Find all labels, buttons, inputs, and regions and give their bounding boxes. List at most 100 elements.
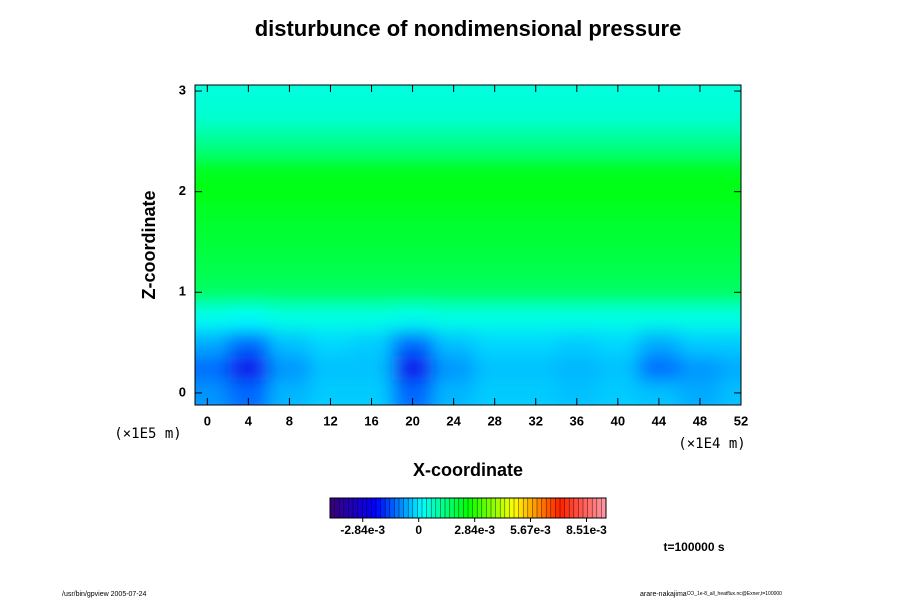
- field-cell: [556, 128, 598, 155]
- field-cell: [227, 355, 270, 381]
- field-cell: [638, 304, 680, 331]
- field-cell: [638, 279, 680, 306]
- footer-right: arare-nakajimaCO_1e-8_all_heatflux.nc@Ex…: [640, 591, 782, 598]
- colorbar-swatch: [569, 498, 575, 518]
- field-cell: [392, 204, 434, 230]
- field-cell: [515, 254, 557, 281]
- colorbar-swatch: [403, 498, 409, 518]
- field-cell: [268, 304, 311, 331]
- field-cell: [474, 304, 516, 331]
- field-cell: [227, 279, 270, 306]
- time-label: t=100000 s: [663, 540, 724, 554]
- colorbar-swatch: [440, 498, 446, 518]
- colorbar-swatch: [532, 498, 538, 518]
- x-tick-label: 12: [323, 413, 337, 428]
- field-cell: [392, 330, 434, 356]
- field-cell: [195, 330, 229, 356]
- colorbar-swatch: [371, 498, 377, 518]
- field-cell: [227, 153, 270, 180]
- colorbar-swatch: [431, 498, 437, 518]
- field-cell: [679, 279, 721, 306]
- colorbar-swatch: [376, 498, 381, 518]
- x-tick-label: 48: [693, 413, 707, 428]
- field-cell: [268, 85, 311, 105]
- field-cell: [309, 229, 352, 256]
- field-cell: [597, 254, 639, 281]
- field-cell: [720, 179, 741, 205]
- field-cell: [433, 304, 475, 331]
- field-cell: [720, 204, 741, 230]
- field-cell: [515, 304, 557, 331]
- colorbar-swatch: [509, 498, 515, 518]
- field-cell: [268, 179, 311, 205]
- field-cell: [597, 279, 639, 306]
- field-cell: [227, 254, 270, 281]
- field-cell: [433, 103, 475, 130]
- field-cell: [679, 85, 721, 105]
- field-cell: [474, 85, 516, 105]
- field-cell: [195, 380, 229, 405]
- field-cell: [392, 254, 434, 281]
- colorbar-swatch: [435, 498, 441, 518]
- field-cell: [227, 229, 270, 256]
- colorbar-swatch: [518, 498, 524, 518]
- y-tick-label: 3: [179, 82, 186, 97]
- field-cell: [392, 85, 434, 105]
- field-cell: [268, 229, 311, 256]
- field-cell: [474, 153, 516, 180]
- field-cell: [309, 204, 352, 230]
- colorbar-swatch: [592, 498, 598, 518]
- field-cell: [556, 229, 598, 256]
- colorbar-tick-label: 8.51e-3: [566, 523, 607, 537]
- field-cell: [227, 103, 270, 130]
- field-cell: [195, 204, 229, 230]
- colorbar-swatch: [472, 498, 478, 518]
- field-cell: [474, 355, 516, 381]
- y-tick-label: 2: [179, 183, 186, 198]
- field-cell: [720, 330, 741, 356]
- field-cell: [268, 153, 311, 180]
- field-cell: [597, 355, 639, 381]
- colorbar-swatch: [426, 498, 432, 518]
- field-cell: [268, 103, 311, 130]
- colorbar-swatch: [587, 498, 593, 518]
- field-cell: [720, 85, 741, 105]
- colorbar-swatch: [583, 498, 588, 518]
- field-cell: [433, 254, 475, 281]
- field-cell: [195, 103, 229, 130]
- field-cell: [195, 355, 229, 381]
- colorbar-swatch: [537, 498, 542, 518]
- field-cell: [720, 279, 741, 306]
- field-cell: [351, 128, 393, 155]
- colorbar-tick-label: -2.84e-3: [340, 523, 385, 537]
- field-cell: [268, 204, 311, 230]
- field-cell: [720, 380, 741, 405]
- field-cell: [597, 128, 639, 155]
- x-tick-label: 4: [245, 413, 253, 428]
- colorbar-swatch: [389, 498, 395, 518]
- colorbar-swatch: [385, 498, 391, 518]
- field-cell: [309, 330, 352, 356]
- y-axis-label: Z-coordinate: [139, 190, 159, 299]
- field-cell: [597, 153, 639, 180]
- field-cell: [679, 304, 721, 331]
- field-cell: [638, 355, 680, 381]
- field-cell: [638, 204, 680, 230]
- colorbar-swatch: [408, 498, 414, 518]
- field-cell: [597, 85, 639, 105]
- colorbar-swatch: [380, 498, 386, 518]
- field-cell: [195, 304, 229, 331]
- field-cell: [433, 85, 475, 105]
- x-axis-label: X-coordinate: [413, 460, 523, 480]
- x-tick-label: 20: [405, 413, 419, 428]
- chart-title: disturbunce of nondimensional pressure: [255, 16, 682, 41]
- colorbar-swatch: [486, 498, 492, 518]
- field-cell: [679, 153, 721, 180]
- field-cell: [597, 229, 639, 256]
- colorbar-swatch: [468, 498, 473, 518]
- field-cell: [227, 128, 270, 155]
- field-cell: [309, 179, 352, 205]
- field-cell: [679, 128, 721, 155]
- colorbar-swatch: [334, 498, 340, 518]
- field-cell: [195, 85, 229, 105]
